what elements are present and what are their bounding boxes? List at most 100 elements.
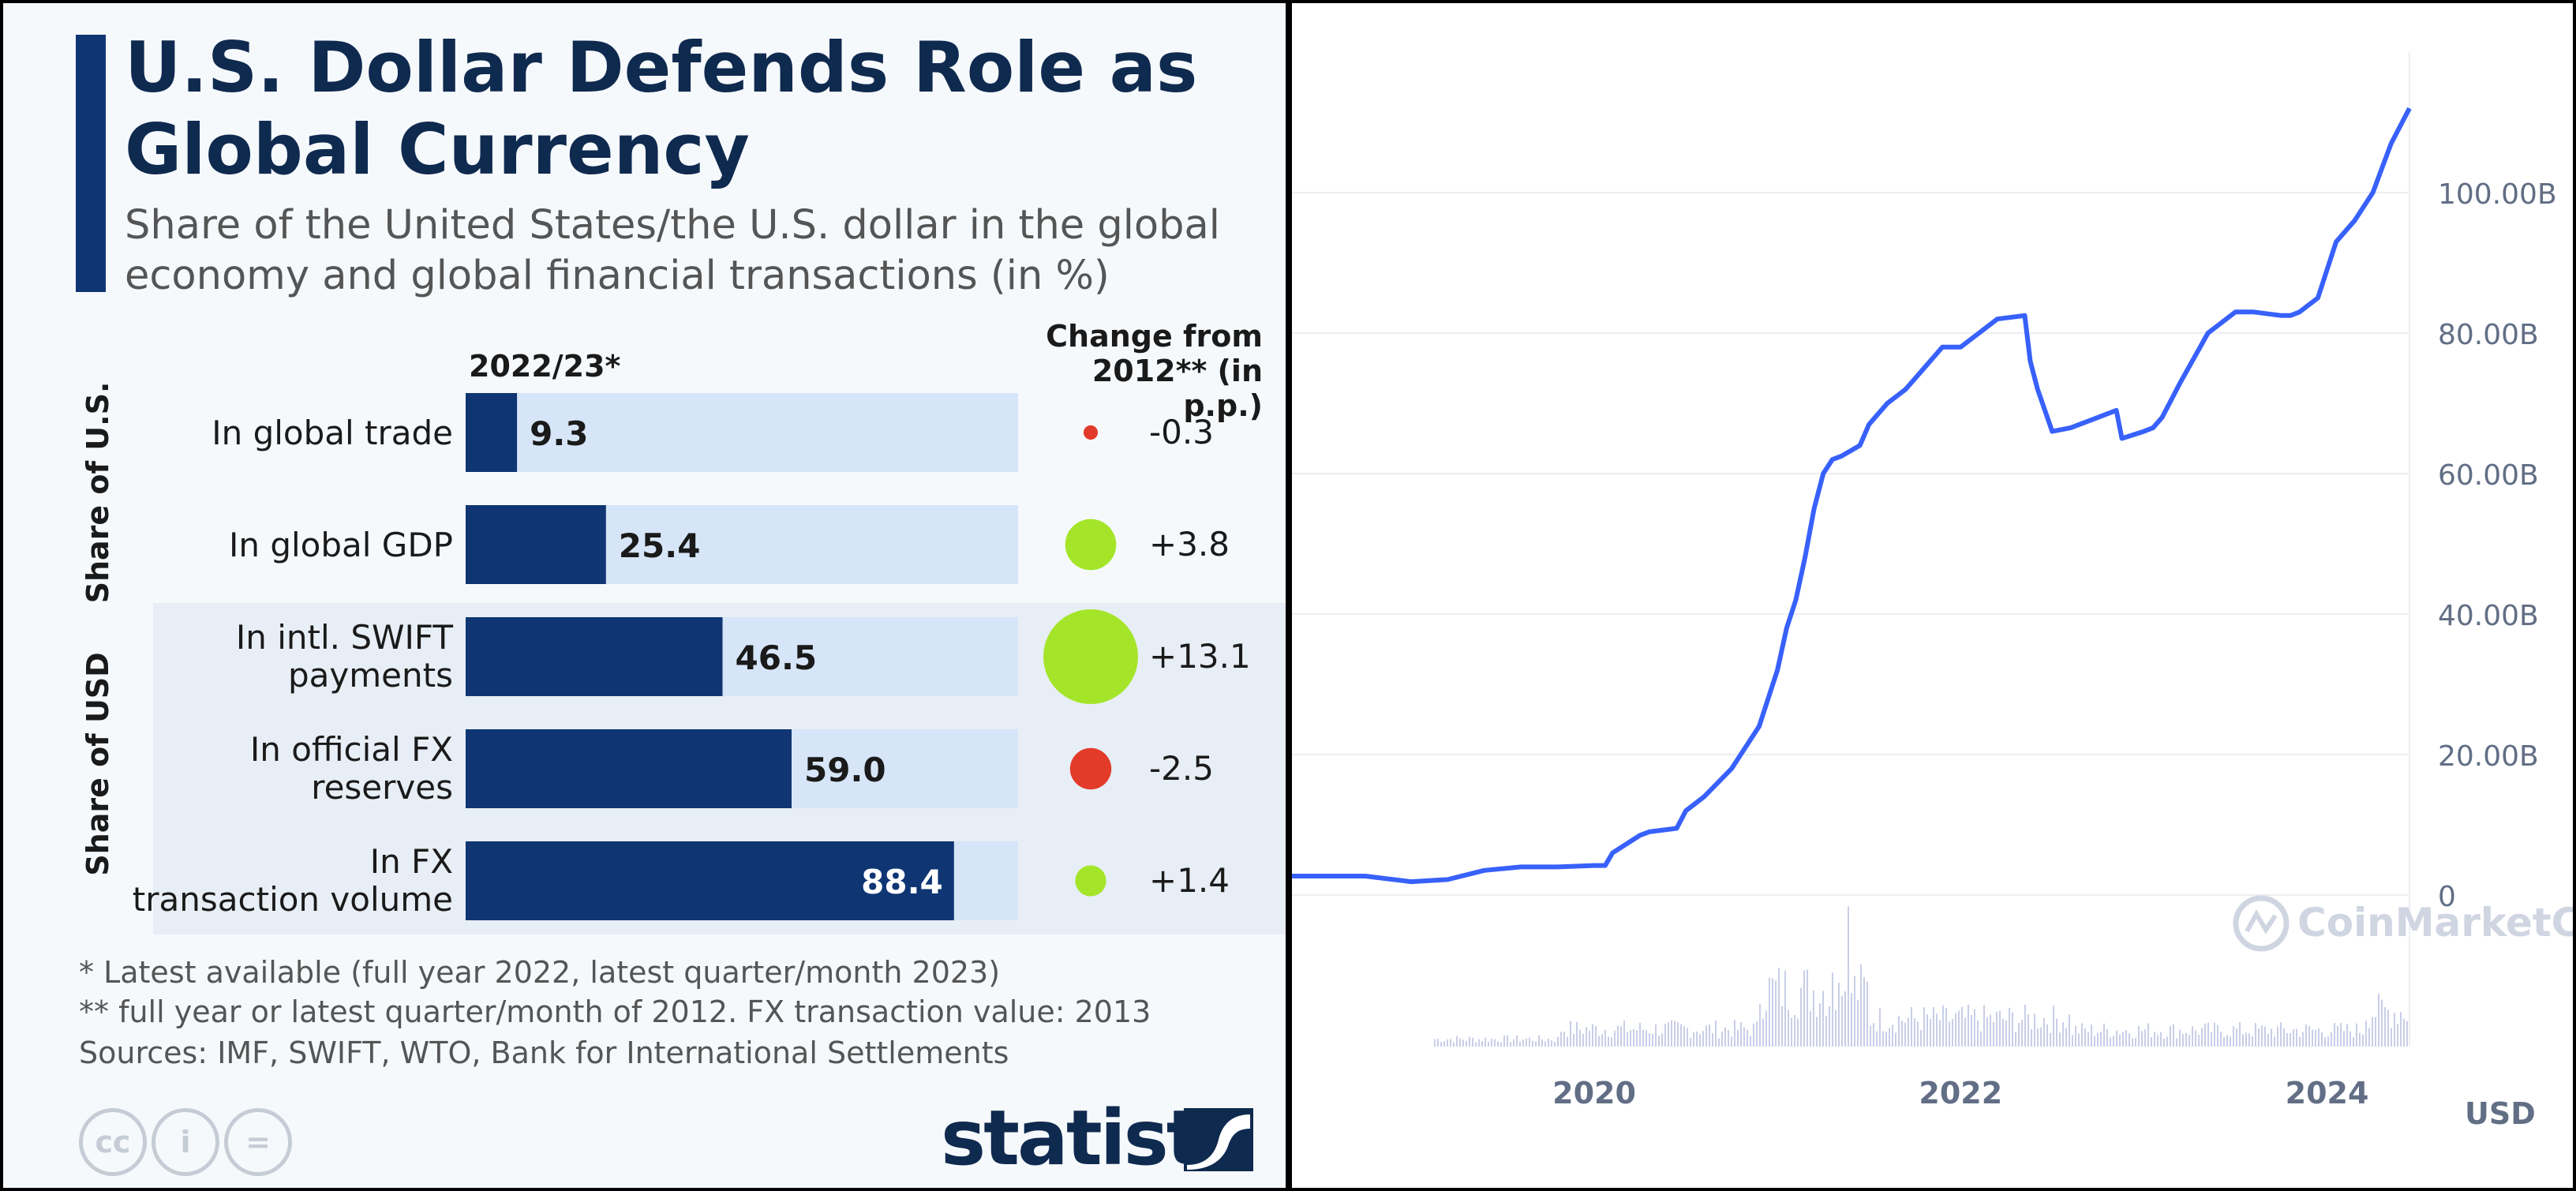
change-bubble <box>1083 425 1099 440</box>
volume-bar <box>2151 1036 2152 1047</box>
volume-bar <box>2223 1037 2225 1047</box>
volume-bar <box>1835 1009 1837 1047</box>
change-bubble <box>1065 519 1117 571</box>
x-tick-label: 2024 <box>2286 1076 2369 1110</box>
volume-bar <box>1743 1027 1745 1047</box>
value-label: 46.5 <box>736 639 818 677</box>
volume-bar <box>1608 1036 1609 1047</box>
volume-bar <box>2274 1036 2275 1047</box>
volume-bar <box>1535 1041 1537 1047</box>
change-bubble <box>1075 865 1106 897</box>
y-tick-label: 20.00B <box>2438 740 2539 773</box>
change-column-header: Change from 2012** (in p.p.) <box>1046 319 1263 423</box>
volume-bar <box>1781 1006 1783 1047</box>
volume-bar <box>2312 1029 2313 1047</box>
volume-bar <box>1968 1004 1969 1047</box>
volume-bar <box>1718 1038 1720 1047</box>
volume-bar <box>2220 1032 2222 1047</box>
bar-track <box>466 393 1018 472</box>
volume-bar <box>1904 1022 1906 1047</box>
volume-bar <box>1655 1024 1657 1047</box>
volume-bar <box>2147 1023 2149 1047</box>
volume-bar <box>1642 1029 1644 1047</box>
volume-bar <box>2264 1026 2266 1047</box>
volume-bar <box>1936 1013 1938 1047</box>
cc-icon[interactable]: cc <box>79 1108 147 1176</box>
volume-bar <box>2211 1032 2212 1047</box>
volume-bar <box>1986 1017 1988 1047</box>
volume-bar <box>1753 1023 1754 1047</box>
volume-bar <box>1705 1025 1707 1047</box>
volume-bar <box>1532 1040 1533 1047</box>
volume-bar <box>1990 1014 1991 1047</box>
volume-bar <box>2368 1028 2370 1047</box>
volume-bar <box>2135 1037 2136 1047</box>
volume-bar <box>1510 1042 1511 1047</box>
volume-bar <box>2078 1033 2080 1047</box>
volume-bar <box>2318 1028 2320 1047</box>
volume-bar <box>1456 1036 1458 1047</box>
volume-bar <box>1437 1038 1439 1047</box>
volume-bar <box>1481 1041 1483 1047</box>
volume-bar <box>2406 1021 2408 1047</box>
volume-bar <box>1803 970 1805 1047</box>
volume-bar <box>1901 1021 1903 1047</box>
volume-bar <box>2271 1028 2272 1047</box>
volume-bar <box>1538 1035 1540 1047</box>
volume-bar <box>2157 1035 2159 1047</box>
volume-bar <box>1598 1036 1600 1047</box>
volume-bar <box>1576 1021 1578 1047</box>
volume-bar <box>1627 1032 1628 1047</box>
volume-bar <box>1756 1021 1758 1047</box>
volume-bar <box>1825 1016 1827 1047</box>
volume-bar <box>1702 1031 1704 1047</box>
volume-bar <box>1952 1019 1953 1047</box>
volume-bar <box>2255 1023 2256 1047</box>
volume-bar <box>2141 1031 2143 1047</box>
volume-bar <box>1500 1043 1502 1047</box>
volume-bar <box>2170 1026 2171 1047</box>
volume-bar <box>1977 1021 1979 1047</box>
volume-bar <box>2053 1006 2054 1047</box>
volume-bar <box>1494 1039 1496 1047</box>
volume-bar <box>2290 1032 2291 1047</box>
volume-bar <box>2280 1022 2282 1047</box>
line-chart[interactable]: 0 20.00B 40.00B 60.00B 80.00B 100.00B CoinMark… <box>1292 3 2573 1188</box>
volume-bar <box>1522 1039 1524 1047</box>
nd-equals-icon[interactable]: = <box>224 1108 292 1176</box>
volume-bar <box>2321 1032 2323 1047</box>
volume-bar <box>2031 1028 2032 1047</box>
volume-bar <box>1734 1020 1735 1047</box>
volume-bar <box>1731 1036 1732 1047</box>
volume-bar <box>1671 1020 1672 1047</box>
volume-bar <box>1712 1033 1713 1047</box>
volume-bar <box>1680 1024 1682 1047</box>
volume-bar <box>2248 1033 2250 1047</box>
volume-bar <box>2138 1026 2140 1047</box>
volume-bar <box>1945 1007 1947 1047</box>
volume-bar <box>1778 968 1780 1047</box>
volume-bar <box>1623 1021 1625 1047</box>
volume-bar <box>1759 1004 1761 1047</box>
volume-bar <box>1974 1009 1975 1047</box>
volume-bar <box>2002 1018 2004 1047</box>
volume-bar <box>1469 1036 1470 1047</box>
statista-logo-icon[interactable] <box>1184 1108 1253 1171</box>
volume-bar <box>2163 1038 2165 1047</box>
volume-bar <box>2217 1024 2218 1047</box>
volume-bar <box>2327 1036 2329 1047</box>
volume-bar <box>1841 995 1843 1047</box>
volume-bar <box>2166 1036 2168 1047</box>
footnote-1: * Latest available (full year 2022, late… <box>79 955 1001 990</box>
volume-bar <box>2400 1012 2402 1047</box>
volume-bar <box>1772 978 1773 1047</box>
volume-bar <box>1664 1024 1666 1047</box>
volume-bar <box>1544 1041 1546 1047</box>
volume-bar <box>1737 1029 1739 1047</box>
volume-bar <box>2296 1028 2297 1047</box>
volume-bar <box>2258 1028 2260 1047</box>
by-person-icon[interactable]: i <box>152 1108 219 1176</box>
volume-bar <box>1949 1021 1950 1047</box>
volume-bar <box>1459 1038 1461 1047</box>
volume-bar <box>2081 1023 2083 1047</box>
